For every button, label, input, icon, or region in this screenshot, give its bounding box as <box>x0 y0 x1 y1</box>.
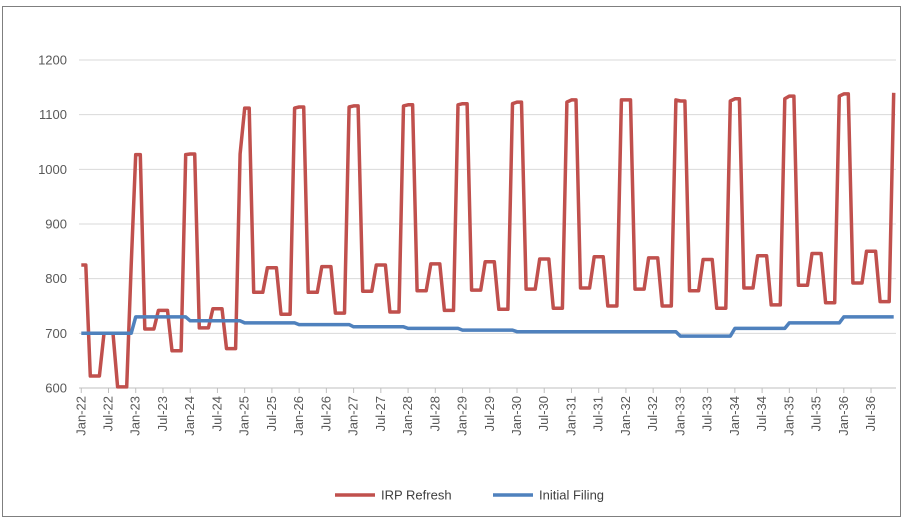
x-tick-label: Jan-36 <box>836 396 851 436</box>
x-tick-label: Jul-32 <box>645 396 660 431</box>
x-tick-label: Jan-35 <box>781 396 796 436</box>
x-tick-label: Jul-22 <box>101 396 116 431</box>
y-tick-label: 700 <box>45 326 67 341</box>
x-tick-label: Jul-33 <box>700 396 715 431</box>
x-tick-label: Jul-30 <box>536 396 551 431</box>
y-tick-label: 800 <box>45 271 67 286</box>
legend-label-irp-refresh: IRP Refresh <box>381 488 452 503</box>
x-tick-label: Jul-23 <box>155 396 170 431</box>
y-tick-label: 600 <box>45 381 67 396</box>
x-tick-label: Jul-27 <box>373 396 388 431</box>
x-tick-label: Jan-27 <box>346 396 361 436</box>
legend-label-initial-filing: Initial Filing <box>539 488 604 503</box>
x-tick-label: Jul-31 <box>591 396 606 431</box>
x-tick-label: Jul-29 <box>482 396 497 431</box>
x-tick-label: Jan-28 <box>400 396 415 436</box>
x-tick-label: Jan-26 <box>291 396 306 436</box>
gridlines <box>79 59 896 389</box>
x-tick-label: Jan-34 <box>727 396 742 436</box>
series-lines <box>81 92 896 389</box>
y-tick-label: 1100 <box>39 107 67 122</box>
x-tick-label: Jan-23 <box>128 396 143 436</box>
x-tick-label: Jan-29 <box>455 396 470 436</box>
x-tick-label: Jul-34 <box>754 396 769 431</box>
y-tick-label: 900 <box>45 217 67 232</box>
x-tick-label: Jan-31 <box>563 396 578 436</box>
x-tick-label: Jul-36 <box>863 396 878 431</box>
x-tick-label: Jul-26 <box>318 396 333 431</box>
legend: IRP Refresh Initial Filing <box>335 488 604 503</box>
series-line-initial-filing <box>81 315 894 338</box>
x-tick-label: Jul-35 <box>809 396 824 431</box>
chart-frame: 600 700 800 900 1000 1100 1200 Jan-22 Jul-22 Jan… <box>2 6 901 517</box>
x-tick-label: Jul-25 <box>264 396 279 431</box>
x-tick-label: Jul-24 <box>209 396 224 431</box>
x-tick-label: Jan-33 <box>672 396 687 436</box>
x-axis: Jan-22 Jul-22 Jan-23 Jul-23 Jan-24 Jul-24 Jan-… <box>73 387 896 436</box>
series-line-irp-refresh <box>81 92 896 389</box>
x-tick-label: Jan-22 <box>73 396 88 436</box>
x-tick-label: Jan-30 <box>509 396 524 436</box>
y-tick-label: 1200 <box>38 53 67 68</box>
x-tick-label: Jan-24 <box>182 396 197 436</box>
x-tick-label: Jan-25 <box>237 396 252 436</box>
y-axis: 600 700 800 900 1000 1100 1200 <box>38 53 67 396</box>
x-tick-label: Jul-28 <box>427 396 442 431</box>
y-tick-label: 1000 <box>38 162 67 177</box>
x-tick-label: Jan-32 <box>618 396 633 436</box>
